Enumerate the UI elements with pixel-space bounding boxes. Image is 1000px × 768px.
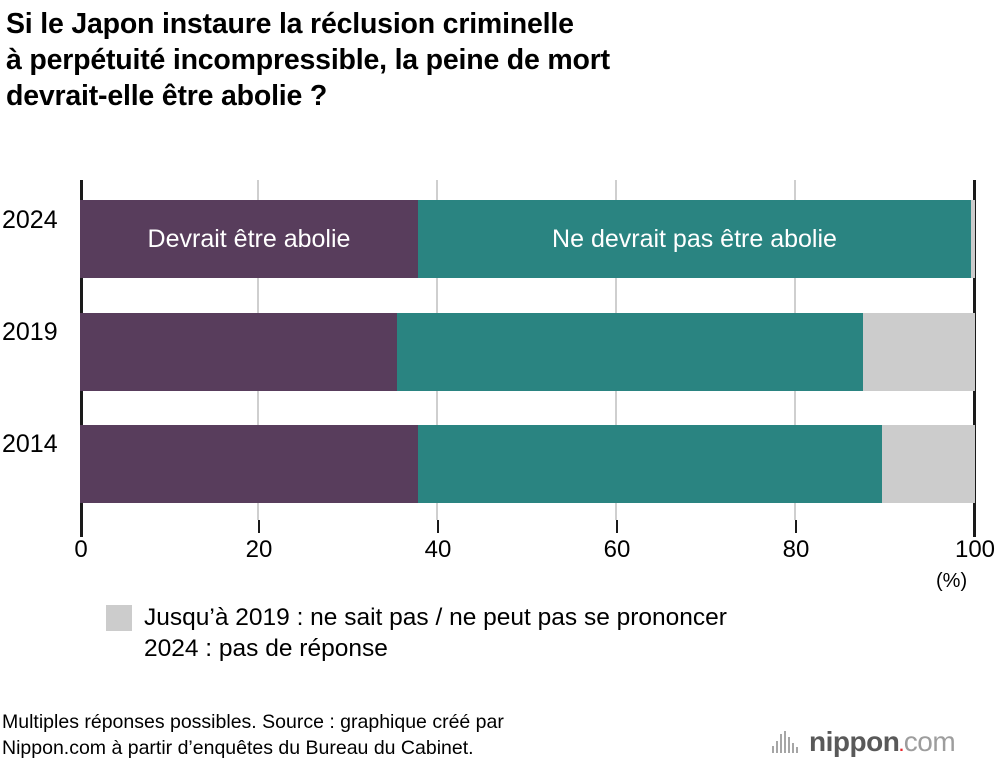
tick-label-40: 40	[424, 536, 452, 563]
bar-segment-sans-reponse-2019[interactable]	[863, 313, 975, 391]
tick-label-80: 80	[782, 536, 810, 563]
bar-row-2014	[80, 425, 975, 503]
legend: Jusqu’à 2019 : ne sait pas / ne peut pas…	[106, 602, 727, 664]
source-note: Multiples réponses possibles. Source : g…	[2, 711, 504, 759]
tick-label-60: 60	[603, 536, 631, 563]
y-label-2014: 2014	[2, 430, 58, 458]
bar-label-non-abolie: Ne devrait pas être abolie	[552, 224, 837, 253]
bar-segment-sans-reponse-2014[interactable]	[882, 425, 975, 503]
axis-unit-label: (%)	[936, 570, 968, 592]
x-axis: 0 20 40 60 80 100 (%)	[74, 520, 995, 592]
y-axis-labels: 2024 2019 2014	[0, 180, 74, 520]
tick-mark-0	[80, 520, 83, 537]
logo-word-com: com	[903, 726, 956, 757]
tick-label-0: 0	[74, 536, 88, 563]
bar-segment-non-abolie-2014[interactable]	[418, 425, 882, 503]
nippon-logo[interactable]: nippon. com	[772, 722, 956, 757]
bar-segment-abolie-2024[interactable]	[80, 200, 418, 278]
tick-label-20: 20	[245, 536, 273, 563]
legend-swatch-sans-reponse	[106, 605, 132, 631]
bar-row-2024: Devrait être abolie Ne devrait pas être …	[80, 200, 975, 278]
bar-segment-sans-reponse-2024[interactable]	[971, 200, 975, 278]
bar-row-2019	[80, 313, 975, 391]
bar-label-abolie: Devrait être abolie	[147, 224, 351, 253]
y-label-2024: 2024	[2, 206, 58, 234]
logo-word-nippon: nippon	[809, 726, 900, 757]
sound-wave-icon	[772, 731, 800, 753]
tick-label-100: 100	[954, 536, 996, 563]
y-label-2019: 2019	[2, 318, 58, 346]
plot-area: Devrait être abolie Ne devrait pas être …	[80, 180, 976, 520]
tick-mark-60	[616, 520, 618, 533]
bar-segment-non-abolie-2024[interactable]	[418, 200, 971, 278]
bar-segment-non-abolie-2019[interactable]	[397, 313, 863, 391]
bar-segment-abolie-2019[interactable]	[80, 313, 397, 391]
legend-label-sans-reponse: Jusqu’à 2019 : ne sait pas / ne peut pas…	[144, 604, 727, 662]
page-title: Si le Japon instaure la réclusion crimin…	[6, 8, 610, 112]
tick-mark-40	[437, 520, 439, 533]
tick-mark-80	[795, 520, 797, 533]
tick-mark-20	[258, 520, 260, 533]
bar-segment-abolie-2014[interactable]	[80, 425, 418, 503]
logo-dot: .	[899, 738, 904, 755]
tick-mark-100	[973, 520, 976, 537]
